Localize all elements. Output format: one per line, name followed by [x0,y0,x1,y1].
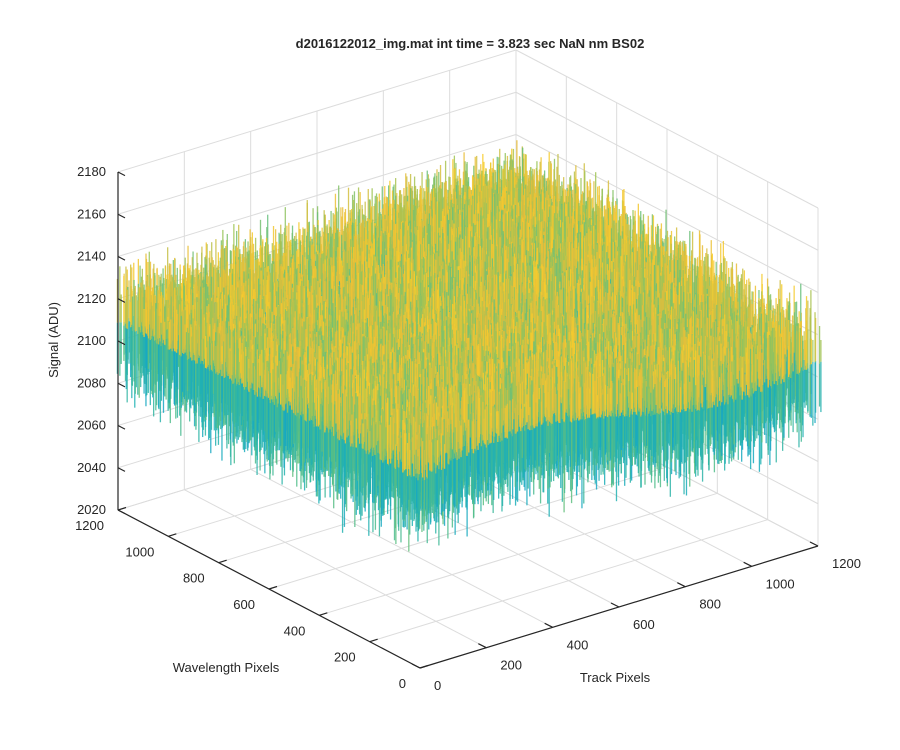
chart-title: d2016122012_img.mat int time = 3.823 sec… [296,36,645,51]
